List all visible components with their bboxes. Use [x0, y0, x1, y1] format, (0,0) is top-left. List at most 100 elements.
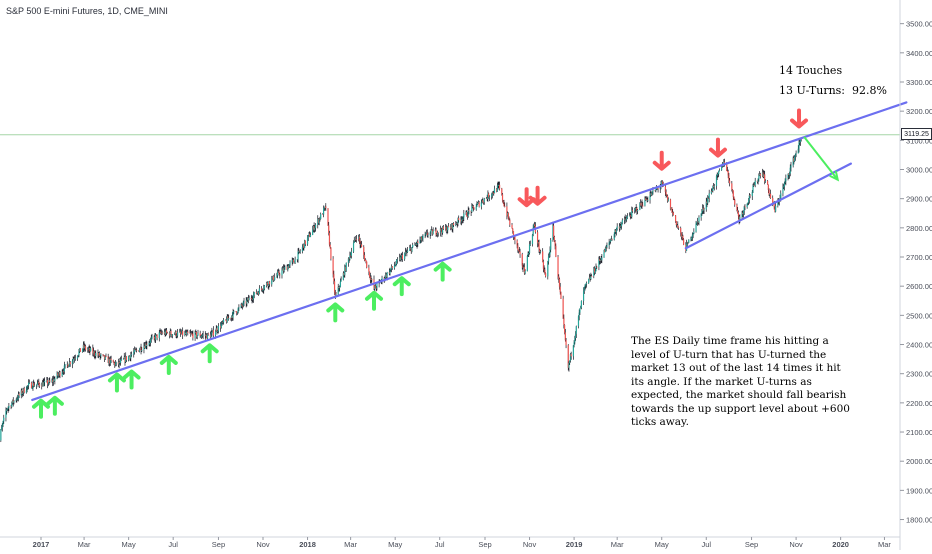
candle-body: [450, 227, 452, 229]
candle-body: [743, 206, 745, 211]
candle-body: [488, 193, 490, 198]
candle-body: [36, 384, 38, 386]
candle-body: [782, 187, 784, 194]
y-tick-label: 2200.00: [906, 399, 932, 408]
candle-body: [439, 228, 442, 233]
up-arrow-head: [32, 398, 50, 409]
candle-body: [521, 254, 523, 266]
candle-body: [389, 269, 391, 274]
candle-body: [757, 179, 759, 182]
candles: [0, 137, 802, 443]
candle-body: [613, 234, 615, 240]
candle-body: [118, 361, 120, 365]
candle-body: [739, 216, 741, 221]
candle-body: [570, 354, 572, 357]
candle-body: [434, 229, 436, 232]
candle-body: [545, 273, 547, 277]
candle-body: [665, 191, 667, 195]
candle-body: [277, 271, 279, 273]
candle-body: [32, 383, 34, 389]
candle-body: [516, 240, 518, 246]
candle-body: [385, 274, 387, 278]
annotation-uturns: 13 U-Turns: 92.8%: [779, 84, 887, 97]
candle-body: [342, 272, 344, 280]
candle-body: [390, 266, 393, 270]
candle-body: [620, 225, 622, 227]
candle-body: [737, 212, 740, 216]
candle-body: [258, 292, 260, 295]
up-arrow-head: [392, 276, 411, 287]
candle-body: [780, 193, 782, 199]
candle-body: [508, 218, 510, 220]
candle-body: [519, 251, 521, 255]
candle-body: [794, 154, 796, 157]
candle-body: [534, 224, 536, 226]
candle-body: [57, 373, 59, 376]
candle-body: [410, 247, 412, 252]
candle-body: [352, 243, 355, 252]
candle-body: [404, 251, 407, 254]
candle-body: [517, 249, 520, 251]
candle-body: [247, 298, 249, 300]
candle-body: [11, 399, 14, 404]
candle-body: [698, 217, 700, 223]
candle-body: [511, 224, 513, 229]
candle-body: [692, 233, 694, 235]
candle-body: [620, 223, 623, 227]
candle-body: [457, 218, 459, 224]
candle-body: [317, 219, 320, 223]
candle-body: [74, 358, 76, 360]
candle-body: [52, 379, 55, 383]
candle-body: [497, 185, 499, 186]
candle-body: [672, 212, 674, 214]
candle-body: [368, 267, 370, 272]
candle-body: [299, 251, 301, 253]
candle-body: [155, 334, 157, 336]
candle-body: [594, 271, 596, 273]
candle-body: [669, 199, 672, 210]
candle-body: [419, 239, 421, 244]
candle-body: [788, 173, 791, 176]
candle-body: [298, 250, 300, 252]
candle-body: [98, 353, 101, 357]
candle-body: [16, 398, 18, 400]
candle-body: [650, 193, 652, 196]
candle-body: [374, 285, 376, 290]
candle-body: [192, 333, 194, 338]
up-arrow: [45, 395, 64, 416]
candle-body: [90, 348, 92, 352]
candle-body: [57, 374, 60, 376]
candle-body: [144, 343, 147, 349]
candle-body: [417, 241, 419, 244]
candle-body: [135, 349, 137, 351]
candle-body: [108, 358, 110, 363]
candle-body: [482, 202, 485, 203]
candle-body: [123, 356, 125, 359]
candle-body: [291, 260, 293, 263]
y-tick-label: 3400.00: [906, 49, 932, 58]
candle-body: [429, 232, 431, 236]
candle-body: [328, 232, 331, 245]
up-arrow-head: [45, 395, 64, 406]
candle-body: [647, 200, 649, 201]
candle-body: [222, 319, 225, 323]
candle-body: [518, 250, 520, 252]
candle-body: [241, 304, 243, 306]
candle-body: [563, 324, 566, 333]
candle-body: [614, 230, 616, 235]
candle-body: [323, 208, 325, 215]
candle-body: [125, 356, 127, 362]
candle-body: [471, 205, 474, 207]
candle-body: [23, 388, 25, 393]
candle-body: [47, 383, 49, 385]
candle-body: [210, 333, 212, 338]
candle-body: [225, 319, 227, 321]
candle-body: [783, 183, 786, 187]
candle-body: [471, 206, 473, 213]
candle-body: [480, 202, 482, 207]
candle-body: [215, 328, 217, 332]
down-arrow-head: [652, 160, 671, 171]
candle-body: [395, 264, 397, 266]
